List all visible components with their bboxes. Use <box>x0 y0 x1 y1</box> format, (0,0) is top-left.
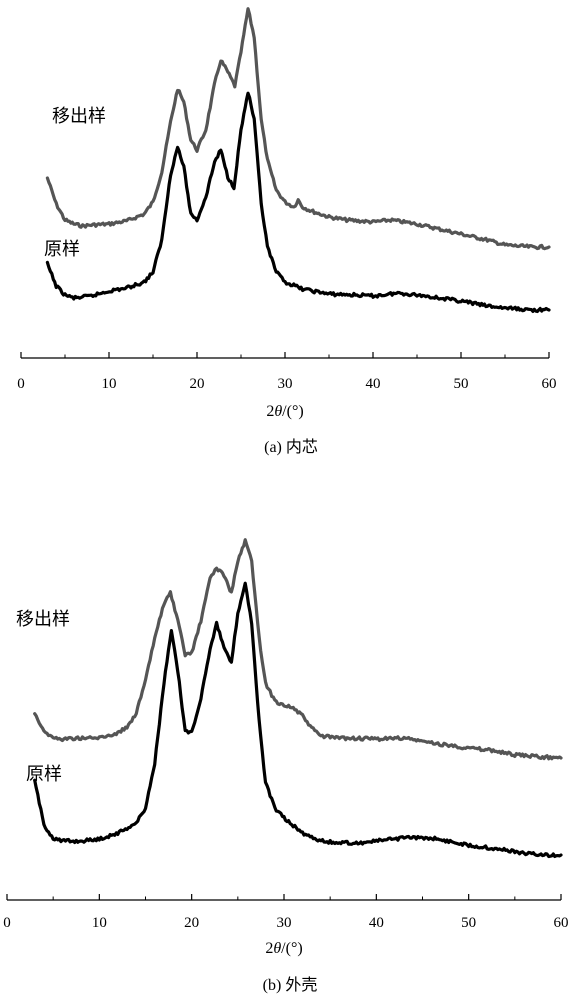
x-tick-label: 20 <box>190 376 205 392</box>
x-tick-label: 50 <box>454 376 469 392</box>
panel-caption: (b) 外壳 <box>263 976 318 994</box>
series-line-removed-sample <box>33 538 563 761</box>
x-tick-label: 30 <box>278 376 293 392</box>
x-tick-label: 20 <box>184 915 199 931</box>
x-tick-label: 60 <box>542 376 557 392</box>
x-axis-title: 2θ/(°) <box>266 403 303 420</box>
x-tick-label: 10 <box>102 376 117 392</box>
series-line-original-sample <box>45 91 551 314</box>
x-axis-title-part: /(°) <box>281 940 303 957</box>
x-axis-title: 2θ/(°) <box>265 940 302 957</box>
series-label: 原样 <box>44 239 80 260</box>
x-axis-title-part: 2 <box>266 403 274 420</box>
x-tick-label: 60 <box>554 915 569 931</box>
series-label: 移出样 <box>52 106 106 127</box>
x-tick-label: 0 <box>17 376 25 392</box>
series-label: 移出样 <box>16 609 70 630</box>
x-tick-label: 40 <box>366 376 381 392</box>
x-tick-label: 10 <box>92 915 107 931</box>
x-tick-label: 50 <box>461 915 476 931</box>
x-axis-title-part: θ <box>273 940 281 957</box>
x-tick-label: 30 <box>277 915 292 931</box>
panel-caption: (a) 内芯 <box>264 438 318 456</box>
x-axis-title-part: /(°) <box>282 403 304 420</box>
series-line-original-sample <box>33 581 563 859</box>
x-axis-title-part: 2 <box>265 940 273 957</box>
x-tick-label: 0 <box>3 915 11 931</box>
x-axis-title-part: θ <box>274 403 282 420</box>
series-label: 原样 <box>26 764 62 785</box>
series-line-removed-sample <box>45 7 551 251</box>
x-tick-label: 40 <box>369 915 384 931</box>
